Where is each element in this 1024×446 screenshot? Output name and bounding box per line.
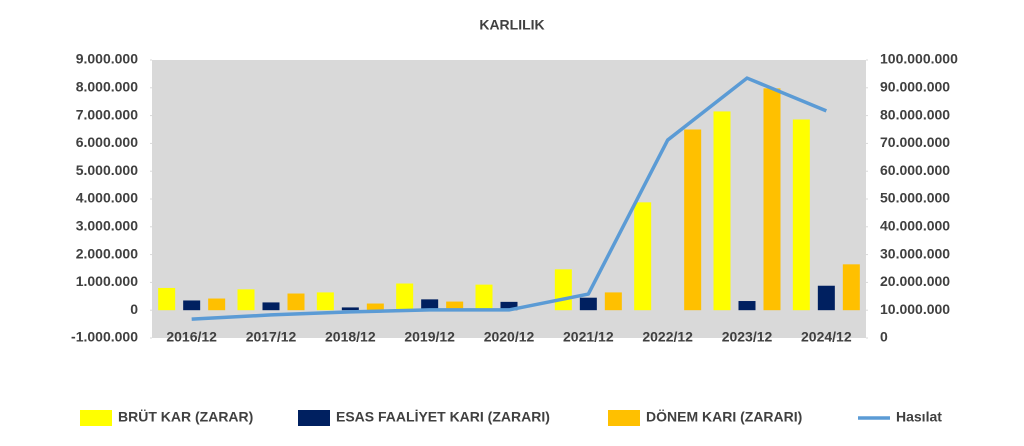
y-tick-label: -1.000.000 — [71, 329, 138, 345]
bar — [396, 283, 414, 311]
bar — [713, 111, 731, 311]
bar — [287, 293, 305, 311]
y-tick-label: 9.000.000 — [76, 51, 138, 67]
x-tick-label: 2017/12 — [246, 329, 297, 345]
legend-label: Hasılat — [896, 409, 942, 425]
bar — [237, 289, 255, 311]
x-tick-label: 2022/12 — [642, 329, 693, 345]
x-tick-label: 2023/12 — [722, 329, 773, 345]
x-tick-label: 2021/12 — [563, 329, 614, 345]
x-tick-label: 2024/12 — [801, 329, 852, 345]
x-tick-label: 2016/12 — [166, 329, 217, 345]
plot-area — [152, 60, 866, 338]
bar — [500, 301, 518, 311]
y-tick-label: 1.000.000 — [76, 273, 138, 289]
y2-tick-label: 90.000.000 — [880, 79, 950, 95]
bar — [817, 285, 835, 311]
bar — [604, 292, 622, 311]
legend-label: ESAS FAALİYET KARI (ZARARI) — [336, 409, 550, 425]
bar — [554, 269, 572, 311]
bar — [579, 297, 597, 311]
line — [191, 76, 828, 321]
bar — [738, 301, 756, 311]
legend-swatch — [298, 410, 330, 426]
bar — [446, 301, 464, 311]
y-tick-label: 2.000.000 — [76, 245, 138, 261]
legend-swatch — [80, 410, 112, 426]
y2-tick-label: 50.000.000 — [880, 190, 950, 206]
y2-tick-label: 80.000.000 — [880, 106, 950, 122]
y-tick-label: 6.000.000 — [76, 134, 138, 150]
bar — [634, 202, 652, 311]
bar — [763, 88, 781, 311]
chart-title: KARLILIK — [479, 17, 544, 33]
y2-tick-label: 20.000.000 — [880, 273, 950, 289]
x-tick-label: 2018/12 — [325, 329, 376, 345]
y-tick-label: 8.000.000 — [76, 79, 138, 95]
legend-label: BRÜT KAR (ZARAR) — [118, 409, 253, 425]
bar — [421, 299, 439, 311]
y-tick-label: 7.000.000 — [76, 106, 138, 122]
bar — [208, 298, 226, 311]
y-tick-label: 4.000.000 — [76, 190, 138, 206]
bar — [262, 302, 280, 311]
bar — [842, 264, 860, 311]
bar — [475, 284, 493, 311]
x-tick-label: 2020/12 — [484, 329, 535, 345]
y-tick-label: 0 — [130, 301, 138, 317]
y2-tick-label: 60.000.000 — [880, 162, 950, 178]
y2-tick-label: 0 — [880, 329, 888, 345]
bar — [366, 303, 384, 311]
bar — [684, 129, 702, 311]
y-tick-label: 5.000.000 — [76, 162, 138, 178]
x-tick-label: 2019/12 — [404, 329, 455, 345]
y2-tick-label: 40.000.000 — [880, 218, 950, 234]
bar — [316, 292, 334, 311]
y2-tick-label: 100.000.000 — [880, 51, 958, 67]
bar — [183, 300, 201, 311]
y2-tick-label: 10.000.000 — [880, 301, 950, 317]
legend-swatch — [608, 410, 640, 426]
legend-label: DÖNEM KARI (ZARARI) — [646, 409, 802, 425]
y2-tick-label: 70.000.000 — [880, 134, 950, 150]
y-tick-label: 3.000.000 — [76, 218, 138, 234]
bar — [341, 307, 359, 311]
bar — [792, 119, 810, 311]
y2-tick-label: 30.000.000 — [880, 245, 950, 261]
bar — [158, 287, 176, 311]
